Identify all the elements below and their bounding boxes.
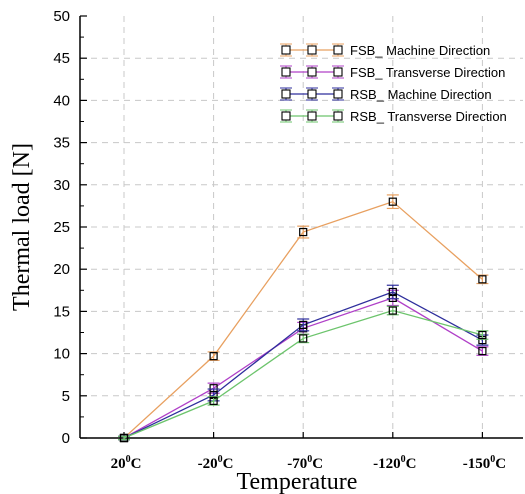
legend-marker (308, 46, 316, 54)
x-tick-label: -1200C (373, 454, 416, 472)
x-tick-label: -1500C (463, 454, 506, 472)
y-tick-label: 25 (53, 219, 70, 236)
legend-marker (308, 68, 316, 76)
legend-item: RSB_ Transverse Direction (280, 109, 507, 124)
y-tick-label: 15 (53, 303, 70, 320)
y-tick-label: 0 (62, 430, 70, 447)
legend-marker (334, 112, 342, 120)
legend-marker (308, 112, 316, 120)
x-tick-label: -200C (198, 454, 234, 472)
legend-marker (282, 112, 290, 120)
legend-label: RSB_ Machine Direction (350, 87, 492, 102)
legend: FSB_ Machine Direction FSB_ Transverse Di… (280, 43, 507, 124)
legend-label: FSB_ Machine Direction (350, 43, 490, 58)
legend-marker (334, 46, 342, 54)
y-tick-label: 40 (53, 92, 70, 109)
legend-item: FSB_ Machine Direction (280, 43, 490, 58)
legend-item: RSB_ Machine Direction (280, 87, 492, 102)
x-tick-label: 200C (111, 454, 142, 472)
legend-marker (282, 46, 290, 54)
legend-marker (282, 90, 290, 98)
legend-label: RSB_ Transverse Direction (350, 109, 507, 124)
y-tick-label: 35 (53, 135, 70, 152)
legend-marker (308, 90, 316, 98)
legend-marker (334, 90, 342, 98)
y-tick-label: 30 (53, 177, 70, 194)
y-tick-label: 10 (53, 346, 70, 363)
y-axis-title: Thermal load [N] (9, 143, 35, 311)
legend-label: FSB_ Transverse Direction (350, 65, 505, 80)
legend-item: FSB_ Transverse Direction (280, 65, 505, 80)
y-tick-label: 50 (53, 8, 70, 25)
y-axis-ticks: 0 5 10 15 20 25 30 35 40 45 50 (53, 8, 87, 447)
y-tick-label: 5 (62, 388, 70, 405)
legend-marker (334, 68, 342, 76)
y-tick-label: 45 (53, 50, 70, 67)
y-tick-label: 20 (53, 261, 70, 278)
legend-marker (282, 68, 290, 76)
x-axis-title: Temperature (237, 469, 358, 494)
